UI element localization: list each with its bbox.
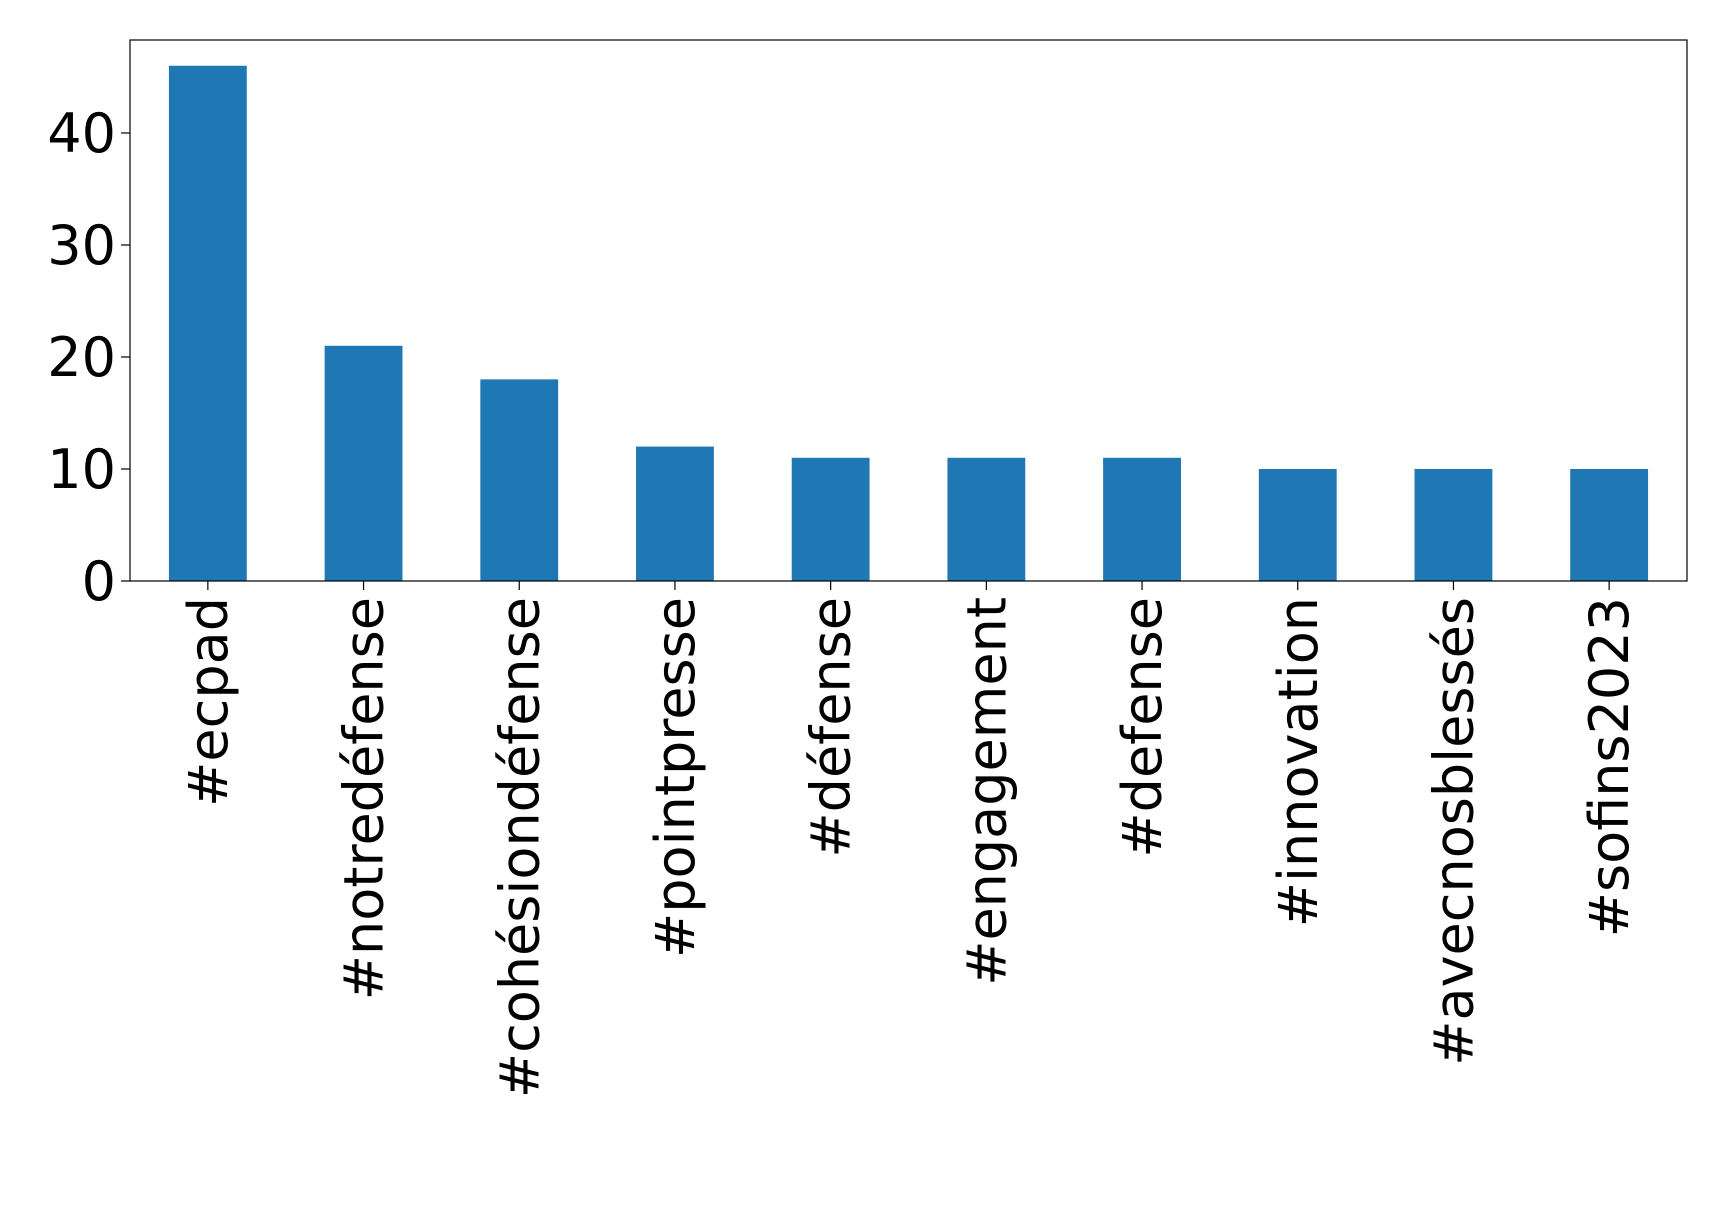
bar [480,379,559,581]
y-tick-label: 30 [47,214,116,277]
y-tick-label: 10 [47,438,116,501]
y-tick-label: 0 [82,550,116,613]
x-tick-label: #défense [800,597,863,858]
plot-frame [129,39,1688,582]
bar [324,345,403,581]
x-tick-label: #ecpad [177,597,240,807]
bar [1414,468,1493,581]
bar [636,446,714,581]
bar [791,457,870,581]
x-tick-label: #innovation [1267,597,1330,927]
bar [1570,468,1649,581]
y-tick-label: 40 [47,102,116,165]
x-tick-label: #engagement [955,597,1018,986]
x-tick-label: #defense [1111,597,1174,858]
bar [1103,457,1181,581]
bar [168,65,247,581]
x-tick-label: #cohésiondéfense [488,597,551,1098]
x-tick-label: #avecnosblessés [1422,597,1485,1066]
x-tick-label: #notredéfense [333,597,396,1000]
bar [1258,468,1337,581]
x-tick-label: #pointpresse [644,597,707,958]
bar [947,457,1026,581]
y-tick-label: 20 [47,326,116,389]
x-tick-label: #sofins2023 [1578,597,1641,937]
